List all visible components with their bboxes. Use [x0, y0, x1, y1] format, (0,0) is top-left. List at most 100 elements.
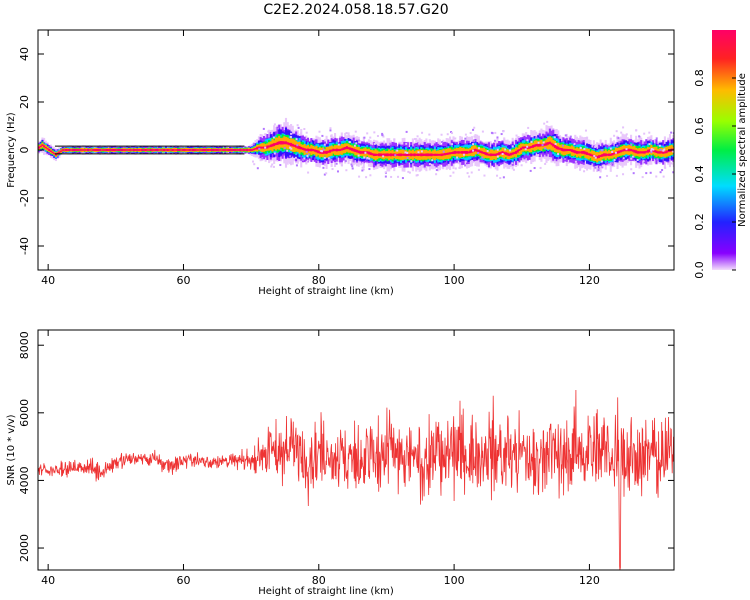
spectrogram-speckle — [630, 168, 633, 171]
spectrogram-cell — [322, 150, 325, 154]
spectrogram-cell — [259, 146, 262, 149]
spectrogram-speckle — [290, 147, 293, 150]
spectrogram-speckle — [496, 148, 499, 151]
spectrogram-cell — [300, 147, 303, 150]
spectrogram-cell — [565, 148, 568, 152]
spectrogram-speckle — [364, 151, 367, 154]
spectrogram-speckle — [594, 156, 597, 159]
spectrogram-cell — [142, 149, 145, 151]
spectrogram-speckle — [306, 159, 309, 162]
spectrogram-cell — [457, 151, 460, 154]
spectrogram-cell — [49, 150, 52, 152]
spectrogram-cell — [202, 149, 205, 151]
spectrogram-speckle — [303, 128, 306, 131]
x-tick-label: 100 — [444, 274, 465, 287]
spectrogram-cell — [239, 148, 242, 152]
spectrogram-speckle — [579, 147, 582, 150]
spectrogram-cell — [112, 148, 115, 152]
spectrogram-speckle — [496, 174, 499, 177]
spectrogram-cell — [408, 153, 411, 156]
spectrogram-speckle — [363, 136, 366, 139]
spectrogram-cell — [648, 149, 651, 153]
spectrogram-speckle — [340, 164, 343, 167]
spectrogram-cell — [376, 153, 379, 156]
spectrogram-cell — [120, 149, 123, 151]
colorbar-tick-label: 0.6 — [693, 117, 706, 135]
spectrogram-cell — [543, 143, 546, 146]
x-tick-label: 120 — [579, 574, 600, 587]
spectrogram-cell — [518, 149, 521, 151]
snr-x-axis-label: Height of straight line (km) — [258, 586, 394, 597]
spectrogram-cell — [73, 148, 76, 152]
spectrogram-cell — [608, 153, 611, 157]
spectrogram-speckle — [616, 144, 619, 147]
spectrogram-speckle — [389, 142, 392, 145]
spectrogram-speckle — [655, 175, 658, 178]
spectrogram-cell — [212, 148, 215, 152]
spectrogram-speckle — [261, 157, 264, 160]
spectrogram-speckle — [410, 160, 413, 163]
spectrogram-speckle — [599, 176, 602, 179]
spectrogram-cell — [156, 148, 159, 152]
spectrogram-cell — [572, 149, 575, 153]
spectrogram-cell — [284, 141, 288, 145]
spectrogram-cell — [103, 149, 107, 151]
spectrogram-speckle — [672, 132, 674, 135]
spectrogram-cell — [229, 149, 232, 151]
spectrogram-speckle — [318, 130, 321, 133]
spectrogram-cell — [374, 153, 377, 156]
spectrogram-cell — [388, 153, 391, 156]
spectrogram-cell — [455, 151, 458, 154]
spectrogram-cell — [312, 149, 315, 151]
spectrogram-speckle — [618, 140, 621, 143]
spectrogram-cell — [621, 149, 624, 152]
spectrogram-cell — [418, 153, 421, 156]
spectrogram-speckle — [613, 159, 616, 162]
y-tick-label: 2000 — [18, 534, 31, 562]
spectrogram-speckle — [358, 175, 361, 178]
spectrogram-speckle — [535, 136, 538, 139]
spectrogram-speckle — [384, 171, 387, 174]
spectrogram-cell — [63, 149, 66, 151]
spectrogram-cell — [626, 148, 629, 152]
spectrogram-speckle — [404, 151, 407, 154]
spectrogram-speckle — [672, 150, 674, 153]
spectrogram-cell — [633, 149, 636, 153]
spectrogram-speckle — [408, 171, 411, 174]
spectrogram-cell — [619, 150, 622, 153]
spectrogram-cell — [48, 149, 51, 151]
spectrogram-cell — [59, 150, 63, 152]
spectrogram-speckle — [327, 157, 330, 160]
spectrogram-cell — [361, 151, 364, 154]
spectrogram-cell — [97, 149, 100, 151]
spectrogram-cell — [345, 146, 348, 150]
spectrogram-cell — [356, 149, 359, 153]
spectrogram-speckle — [407, 170, 410, 173]
spectrogram-speckle — [599, 166, 602, 169]
spectrogram-cell — [164, 149, 167, 151]
spectrogram-speckle — [472, 143, 475, 146]
spectrogram-speckle — [464, 164, 467, 167]
spectrogram-cell — [225, 149, 228, 151]
spectrogram-speckle — [526, 139, 529, 142]
spectrogram-speckle — [370, 162, 373, 165]
spectrogram-cell — [410, 153, 413, 157]
spectrogram-speckle — [405, 130, 408, 133]
spectrogram-speckle — [251, 160, 254, 163]
spectrogram-cell — [367, 151, 370, 155]
spectrogram-cell — [574, 150, 577, 154]
spectrogram-speckle — [664, 166, 667, 169]
spectrogram-speckle — [300, 132, 303, 135]
spectrogram-speckle — [405, 142, 408, 145]
y-tick-label: 40 — [18, 47, 31, 61]
spectrogram-cell — [308, 148, 311, 152]
spectrogram-speckle — [564, 134, 567, 137]
spectrogram-x-axis-label: Height of straight line (km) — [258, 286, 394, 297]
spectrogram-speckle — [446, 133, 449, 136]
snr-frame — [37, 329, 675, 571]
spectrogram-cell — [372, 153, 376, 157]
spectrogram-speckle — [373, 142, 376, 145]
spectrogram-cell — [125, 149, 129, 151]
spectrogram-speckle — [357, 154, 360, 157]
spectrogram-speckle — [362, 168, 365, 171]
